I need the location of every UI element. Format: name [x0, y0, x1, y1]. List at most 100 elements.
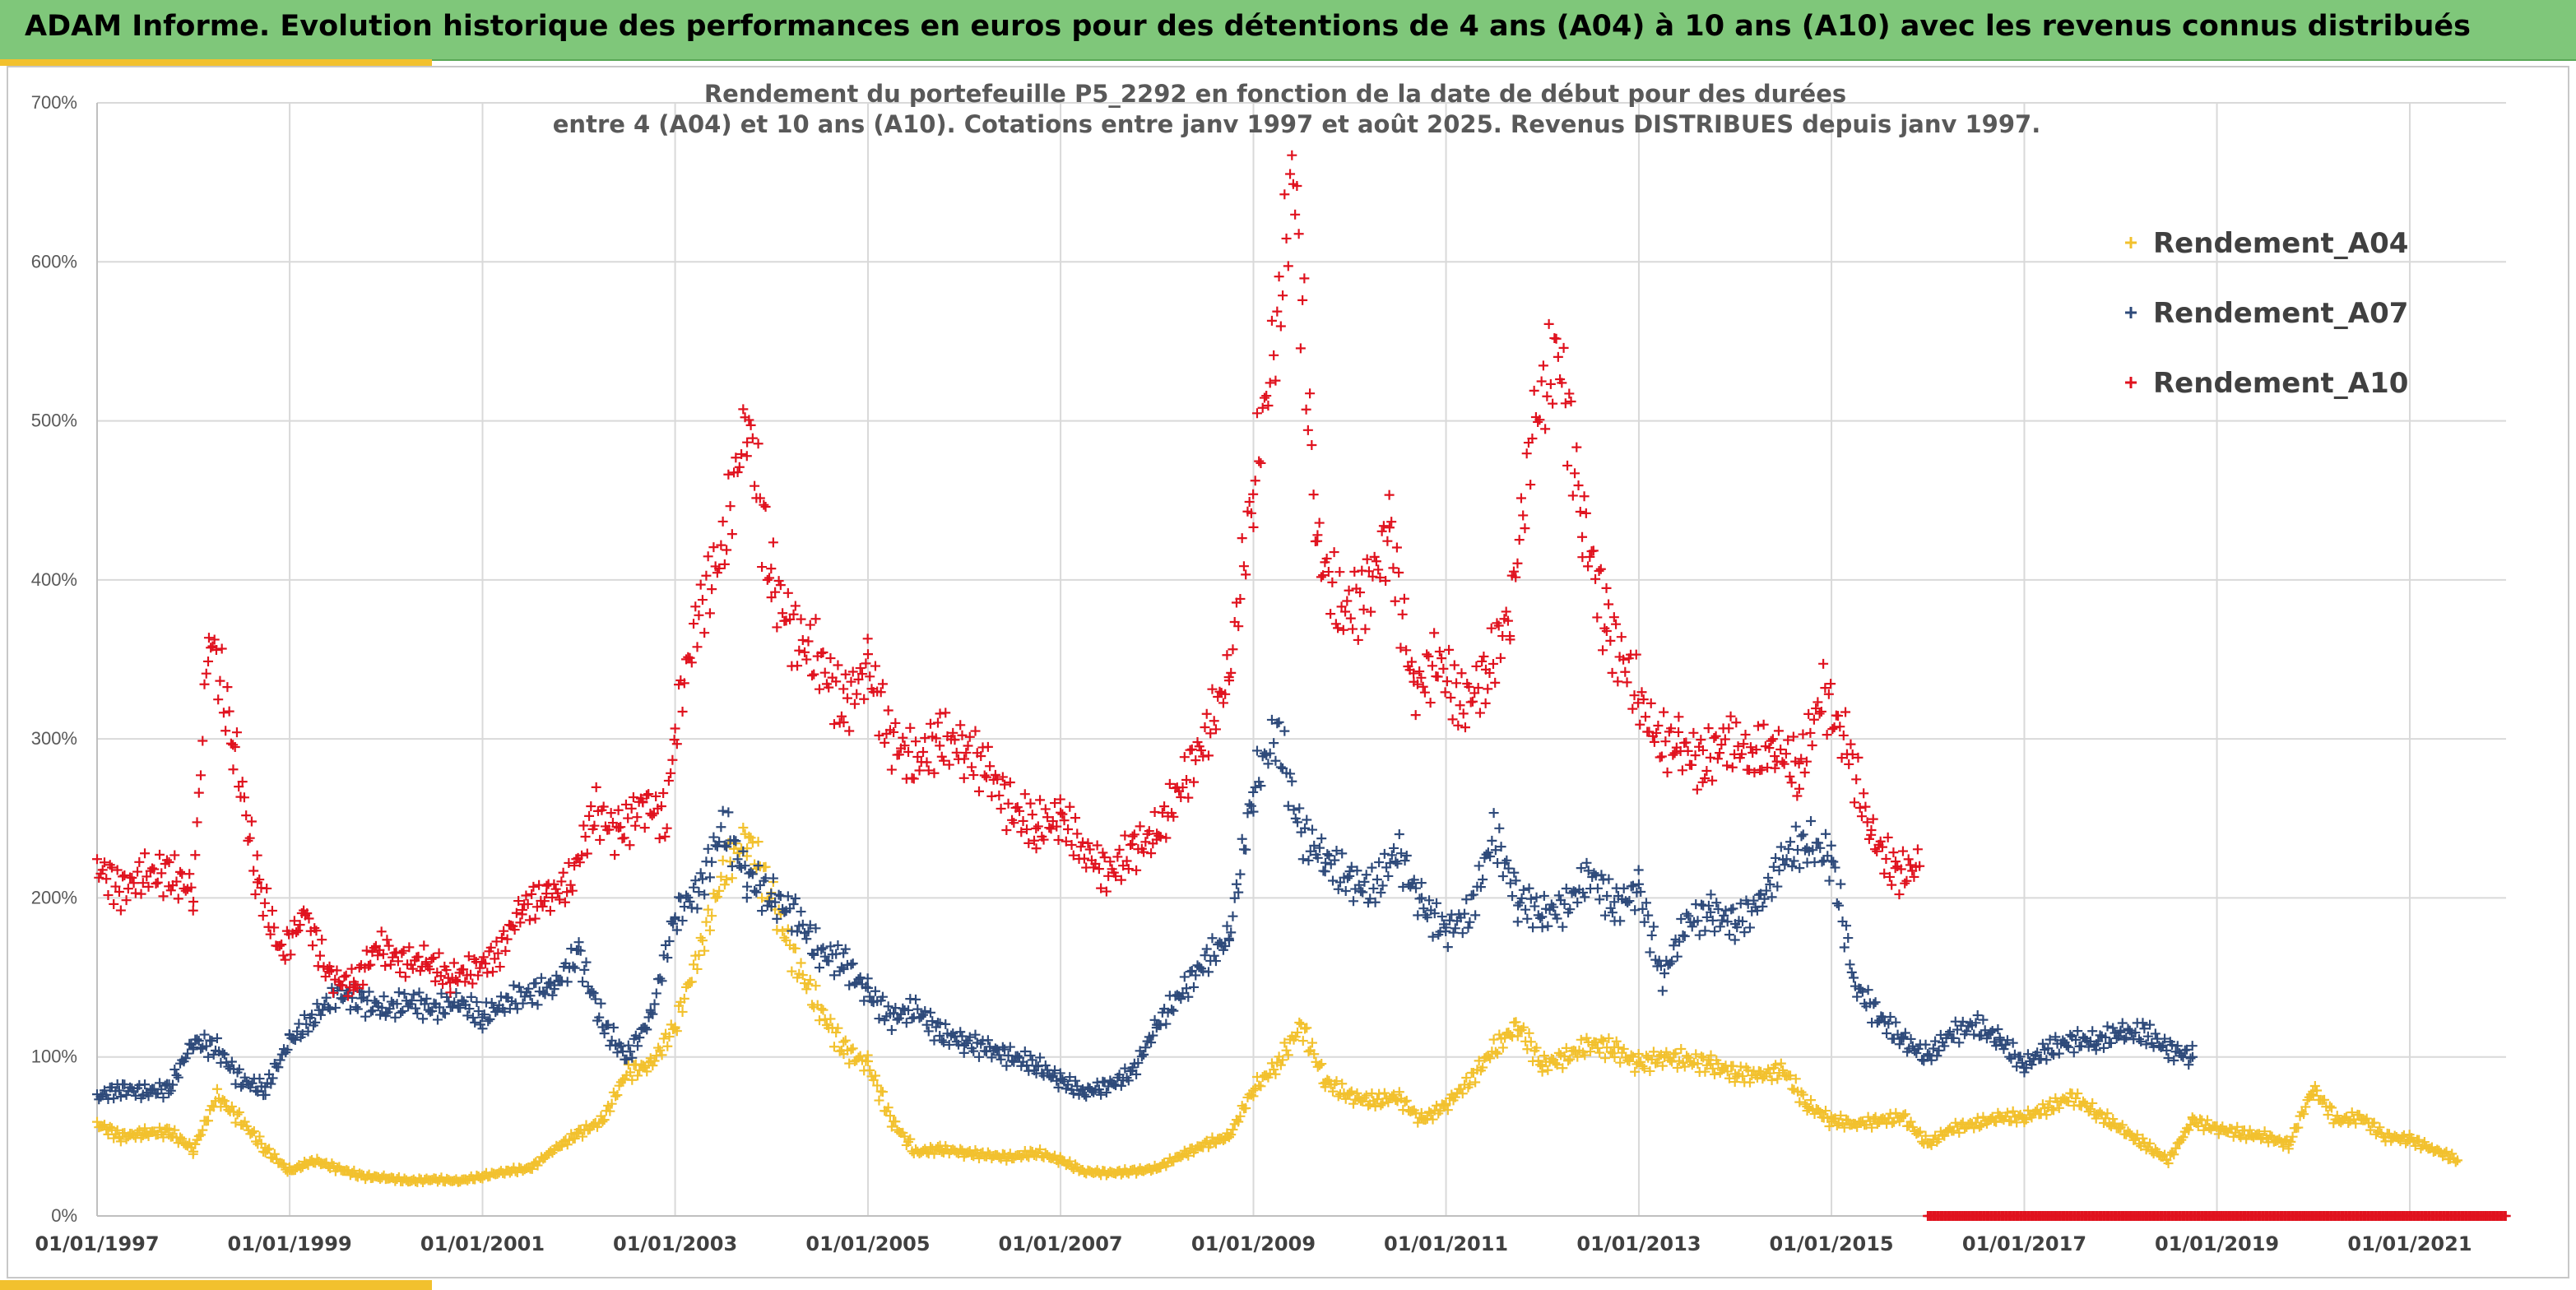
point-Rendement_A10: [378, 949, 388, 959]
point-Rendement_A10: [768, 537, 778, 548]
point-Rendement_A07: [1775, 842, 1786, 852]
point-Rendement_A04: [677, 1006, 688, 1017]
point-Rendement_A04: [1539, 1051, 1549, 1061]
point-Rendement_A10: [1635, 719, 1645, 730]
point-Rendement_A07: [479, 1009, 490, 1020]
point-Rendement_A07: [1209, 950, 1219, 961]
point-Rendement_A10: [1521, 448, 1532, 459]
point-Rendement_A10: [1254, 456, 1265, 466]
point-Rendement_A10: [738, 404, 749, 415]
point-Rendement_A10: [241, 810, 252, 821]
point-Rendement_A10: [1616, 632, 1627, 643]
point-Rendement_A07: [1485, 851, 1496, 862]
point-Rendement_A10: [1807, 740, 1817, 751]
point-Rendement_A10: [415, 966, 425, 977]
point-Rendement_A07: [655, 973, 666, 984]
point-Rendement_A10: [119, 870, 130, 880]
point-Rendement_A07: [1420, 910, 1431, 921]
point-Rendement_A10: [1720, 734, 1730, 745]
point-Rendement_A04: [1427, 1114, 1438, 1125]
point-Rendement_A07: [470, 1017, 480, 1028]
point-Rendement_A10: [968, 770, 979, 781]
point-Rendement_A07: [1148, 1030, 1158, 1041]
point-Rendement_A07: [732, 854, 743, 865]
point-Rendement_A10: [785, 614, 796, 624]
point-Rendement_A04: [1954, 1127, 1965, 1138]
point-Rendement_A10: [595, 834, 606, 845]
point-Rendement_A10: [152, 877, 163, 888]
point-Rendement_A07: [1830, 862, 1840, 873]
point-Rendement_A10: [199, 679, 210, 689]
point-Rendement_A04: [2085, 1104, 2096, 1115]
point-Rendement_A07: [2108, 1023, 2119, 1033]
point-Rendement_A04: [1497, 1042, 1508, 1053]
point-Rendement_A07: [99, 1085, 109, 1096]
point-Rendement_A07: [199, 1029, 210, 1040]
point-Rendement_A10: [475, 963, 485, 973]
point-Rendement_A04: [1389, 1089, 1399, 1100]
point-Rendement_A04: [597, 1116, 608, 1127]
point-Rendement_A10: [1251, 408, 1262, 419]
point-Rendement_A10: [451, 975, 462, 986]
point-Rendement_A07: [1732, 922, 1743, 933]
point-Rendement_A07: [1497, 871, 1508, 882]
point-Rendement_A04: [1537, 1066, 1548, 1077]
point-Rendement_A10: [1618, 654, 1629, 665]
point-Rendement_A07: [723, 807, 734, 818]
point-Rendement_A07: [1025, 1050, 1036, 1060]
point-Rendement_A04: [1283, 1050, 1293, 1060]
point-Rendement_A04: [1627, 1051, 1638, 1062]
point-Rendement_A07: [1923, 1049, 1933, 1060]
point-Rendement_A10: [215, 675, 225, 686]
point-Rendement_A04: [2312, 1085, 2323, 1096]
point-Rendement_A10: [1397, 609, 1408, 619]
point-Rendement_A07: [740, 861, 750, 871]
point-Rendement_A04: [610, 1091, 621, 1102]
point-Rendement_A07: [1275, 762, 1286, 773]
point-Rendement_A10: [142, 871, 152, 882]
point-Rendement_A07: [1050, 1065, 1061, 1075]
grid: [96, 102, 2506, 1217]
point-Rendement_A10: [1323, 567, 1334, 578]
point-Rendement_A07: [1337, 848, 1348, 859]
point-Rendement_A04: [1775, 1058, 1786, 1069]
series-Rendement_A10: [92, 150, 1925, 1001]
point-Rendement_A10: [1371, 556, 1381, 567]
point-Rendement_A04: [707, 911, 717, 921]
point-Rendement_A10: [1731, 717, 1742, 728]
point-Rendement_A10: [1105, 856, 1116, 867]
point-Rendement_A07: [1525, 893, 1536, 904]
point-Rendement_A10: [482, 968, 493, 978]
point-Rendement_A10: [1486, 623, 1497, 633]
point-Rendement_A10: [584, 810, 595, 821]
point-Rendement_A10: [1570, 468, 1580, 479]
point-Rendement_A04: [658, 1033, 669, 1044]
point-Rendement_A10: [1072, 828, 1083, 839]
point-Rendement_A04: [230, 1117, 241, 1128]
point-Rendement_A10: [252, 850, 262, 861]
point-Rendement_A07: [219, 1049, 230, 1060]
point-Rendement_A10: [1422, 649, 1432, 660]
point-Rendement_A10: [196, 770, 207, 781]
point-Rendement_A10: [1382, 536, 1393, 546]
point-Rendement_A10: [1766, 735, 1776, 746]
point-Rendement_A07: [2035, 1054, 2046, 1065]
point-Rendement_A07: [803, 926, 814, 937]
point-Rendement_A10: [500, 945, 511, 956]
point-Rendement_A07: [1432, 898, 1442, 908]
point-Rendement_A07: [920, 1006, 931, 1017]
point-Rendement_A07: [1882, 1028, 1892, 1038]
point-Rendement_A10: [1796, 754, 1807, 764]
point-Rendement_A07: [986, 1052, 997, 1063]
point-Rendement_A07: [2026, 1060, 2037, 1070]
point-Rendement_A07: [1392, 858, 1403, 869]
point-Rendement_A04: [1737, 1070, 1748, 1081]
point-Rendement_A10: [234, 782, 244, 792]
point-Rendement_A07: [898, 1003, 908, 1014]
point-Rendement_A04: [1379, 1088, 1390, 1098]
point-Rendement_A07: [911, 994, 921, 1005]
point-Rendement_A10: [1281, 233, 1292, 244]
point-Rendement_A10: [1558, 342, 1569, 353]
point-Rendement_A10: [1340, 606, 1351, 617]
point-Rendement_A04: [846, 1044, 856, 1055]
